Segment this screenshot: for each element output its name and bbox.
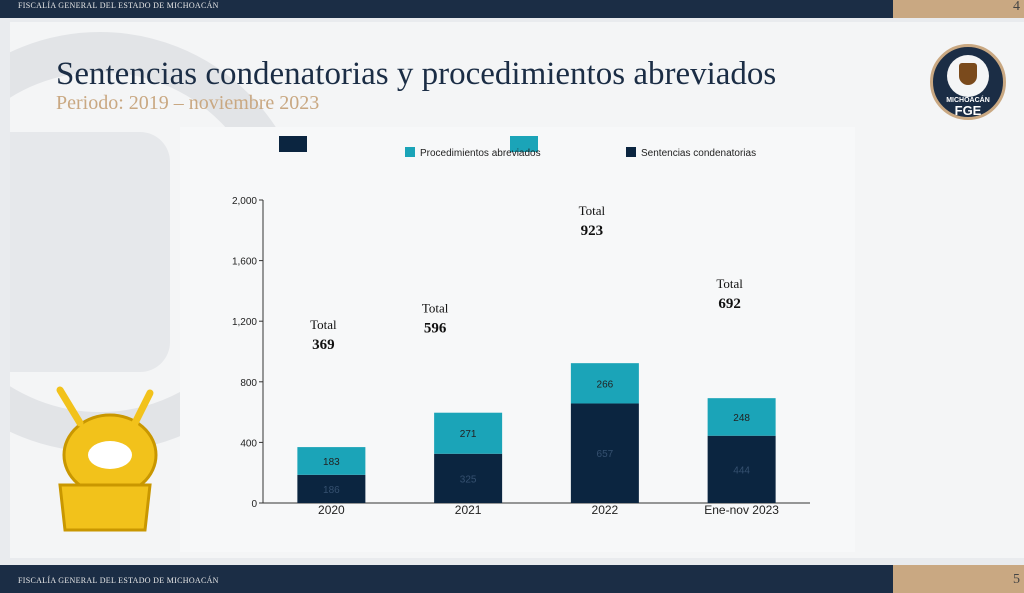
legend-swatch-sentencias <box>626 147 636 157</box>
seal-watermark-emblem <box>10 132 170 372</box>
top-bar-accent <box>893 0 1024 18</box>
total-caption: Total <box>579 203 606 218</box>
legend-swatch-teal-decorative <box>510 136 538 152</box>
bar-procedimientos-0 <box>297 447 366 475</box>
x-tick-label: Ene-nov 2023 <box>704 503 779 517</box>
legend-swatch-dark-decorative <box>279 136 307 152</box>
logo-fge-text: FGE <box>954 103 982 118</box>
data-label-sentencias: 325 <box>460 474 477 485</box>
bar-sentencias-0 <box>297 474 366 503</box>
legend-label-sentencias: Sentencias condenatorias <box>641 148 756 159</box>
total-value: 923 <box>581 223 604 239</box>
y-tick-label: 0 <box>251 499 257 510</box>
x-tick-label: 2022 <box>592 503 619 517</box>
top-bar <box>0 0 893 18</box>
footer-org-text: FISCALÍA GENERAL DEL ESTADO DE MICHOACÁN <box>18 576 219 585</box>
bottom-bar <box>0 565 893 593</box>
total-value: 692 <box>718 296 741 312</box>
page-number-bottom: 5 <box>1013 572 1020 587</box>
coat-of-arms-icon <box>959 63 977 85</box>
data-label-sentencias: 444 <box>733 465 750 476</box>
bottom-bar-accent <box>893 565 1024 593</box>
data-label-sentencias: 657 <box>597 449 614 460</box>
data-label-procedimientos: 183 <box>323 457 340 468</box>
data-label-procedimientos: 266 <box>597 379 614 390</box>
total-caption: Total <box>716 276 743 291</box>
bar-sentencias-2 <box>570 403 639 503</box>
chart-bars <box>297 363 776 503</box>
legend-swatch-procedimientos <box>405 147 415 157</box>
fge-logo: MICHOACÁN FGE <box>930 44 1006 120</box>
y-tick-label: 800 <box>240 378 257 389</box>
y-tick-label: 1,200 <box>232 317 257 328</box>
chart-legend: Procedimientos abreviados Sentencias cond… <box>279 136 756 159</box>
y-tick-label: 400 <box>240 438 257 449</box>
total-value: 596 <box>424 321 447 337</box>
bar-procedimientos-1 <box>434 412 503 454</box>
sticker-mascot-icon <box>56 386 158 532</box>
bar-sentencias-3 <box>707 435 776 503</box>
bar-procedimientos-3 <box>707 398 776 436</box>
data-label-procedimientos: 248 <box>733 413 750 424</box>
data-label-procedimientos: 271 <box>460 429 477 440</box>
x-tick-label: 2020 <box>318 503 345 517</box>
slide-subtitle: Periodo: 2019 – noviembre 2023 <box>56 92 320 114</box>
total-caption: Total <box>310 317 337 332</box>
x-tick-label: 2021 <box>455 503 482 517</box>
logo-michoacan-text: MICHOACÁN <box>946 97 990 104</box>
total-caption: Total <box>422 301 449 316</box>
data-label-sentencias: 186 <box>323 485 340 496</box>
page-number-top: 4 <box>1013 0 1020 14</box>
legend-label-procedimientos: Procedimientos abreviados <box>420 148 541 159</box>
chart-labels: 186 183 2020 Total 369 325 271 2021 Total 596 657 2… <box>310 203 779 517</box>
total-value: 369 <box>312 337 335 353</box>
slide-title: Sentencias condenatorias y procedimiento… <box>56 56 777 92</box>
bar-procedimientos-2 <box>570 363 639 404</box>
y-tick-label: 1,600 <box>232 257 257 268</box>
y-tick-label: 2,000 <box>232 196 257 207</box>
header-org-text: FISCALÍA GENERAL DEL ESTADO DE MICHOACÁN <box>18 1 219 10</box>
bar-sentencias-1 <box>434 453 503 503</box>
